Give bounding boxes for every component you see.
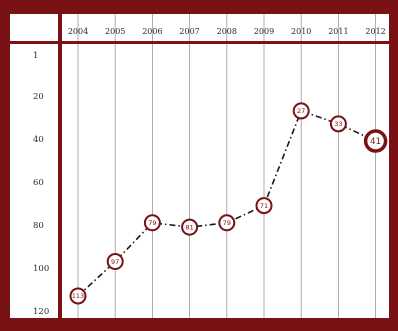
- marker-label-2009: 71: [260, 202, 268, 210]
- rank-label-80: 80: [33, 221, 44, 231]
- year-label-2009: 2009: [254, 27, 274, 36]
- year-label-2004: 2004: [68, 27, 88, 36]
- marker-label-2010: 27: [297, 107, 305, 115]
- year-label-2011: 2011: [328, 27, 348, 36]
- marker-2007: [181, 218, 199, 236]
- marker-2010: [292, 102, 310, 120]
- rank-label-1: 1: [33, 51, 38, 61]
- rank-label-20: 20: [33, 92, 44, 102]
- marker-2012: [363, 129, 388, 153]
- marker-label-2005: 97: [111, 258, 119, 266]
- label-column-separator: [58, 14, 62, 318]
- marker-label-2007: 81: [185, 223, 193, 231]
- marker-label-2008: 79: [223, 219, 231, 227]
- header-separator: [10, 41, 389, 44]
- year-label-2006: 2006: [142, 27, 162, 36]
- marker-label-2011: 33: [334, 120, 342, 128]
- marker-2005: [106, 253, 124, 271]
- rank-label-60: 60: [33, 178, 44, 188]
- plot-area: [10, 14, 389, 318]
- year-label-2005: 2005: [105, 27, 125, 36]
- marker-label-2012: 41: [370, 137, 381, 147]
- year-label-2012: 2012: [365, 27, 385, 36]
- marker-2011: [329, 115, 347, 133]
- rank-label-40: 40: [33, 135, 44, 145]
- year-label-2010: 2010: [291, 27, 311, 36]
- rank-label-100: 100: [33, 264, 49, 274]
- marker-2009: [255, 197, 273, 215]
- marker-2006: [143, 214, 161, 232]
- year-label-2007: 2007: [179, 27, 199, 36]
- marker-label-2004: 113: [72, 292, 84, 300]
- year-label-2008: 2008: [217, 27, 237, 36]
- rank-label-120: 120: [33, 307, 49, 317]
- marker-2004: [69, 287, 87, 305]
- marker-label-2006: 79: [148, 219, 156, 227]
- marker-2008: [218, 214, 236, 232]
